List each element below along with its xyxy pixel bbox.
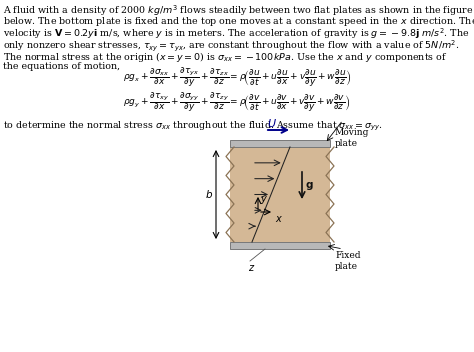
- Text: Moving
plate: Moving plate: [335, 128, 369, 148]
- Text: $\rho g_y + \dfrac{\partial\tau_{xy}}{\partial x} + \dfrac{\partial\sigma_{yy}}{: $\rho g_y + \dfrac{\partial\tau_{xy}}{\p…: [123, 90, 351, 114]
- Text: $y$: $y$: [260, 194, 268, 206]
- Text: only nonzero shear stresses, $\tau_{xy} = \tau_{yx}$, are constant throughout th: only nonzero shear stresses, $\tau_{xy} …: [3, 38, 459, 53]
- Bar: [230, 147, 330, 242]
- Text: the equations of motion,: the equations of motion,: [3, 62, 120, 71]
- Text: Fixed
plate: Fixed plate: [335, 251, 361, 271]
- Text: velocity is $\mathbf{V} = 0.2y\mathbf{i}$ m/s, where $y$ is in meters. The accel: velocity is $\mathbf{V} = 0.2y\mathbf{i}…: [3, 27, 469, 41]
- Bar: [230, 140, 330, 147]
- Text: $b$: $b$: [205, 189, 213, 201]
- Text: $x$: $x$: [275, 214, 283, 224]
- Text: A fluid with a density of 2000 $kg/m^3$ flows steadily between two flat plates a: A fluid with a density of 2000 $kg/m^3$ …: [3, 3, 474, 18]
- Text: $\rho g_x + \dfrac{\partial\sigma_{xx}}{\partial x} + \dfrac{\partial\tau_{yx}}{: $\rho g_x + \dfrac{\partial\sigma_{xx}}{…: [123, 65, 351, 89]
- Text: below. The bottom plate is fixed and the top one moves at a constant speed in th: below. The bottom plate is fixed and the…: [3, 15, 474, 28]
- Text: $\mathbf{g}$: $\mathbf{g}$: [305, 180, 314, 191]
- Text: to determine the normal stress $\sigma_{xx}$ throughout the fluid. Assume that $: to determine the normal stress $\sigma_{…: [3, 120, 383, 133]
- Text: $U$: $U$: [267, 117, 277, 129]
- Bar: [230, 242, 330, 249]
- Text: $z$: $z$: [248, 263, 255, 273]
- Text: The normal stress at the origin ($x = y = 0$) is $\sigma_{xx} = -100kPa$. Use th: The normal stress at the origin ($x = y …: [3, 50, 447, 64]
